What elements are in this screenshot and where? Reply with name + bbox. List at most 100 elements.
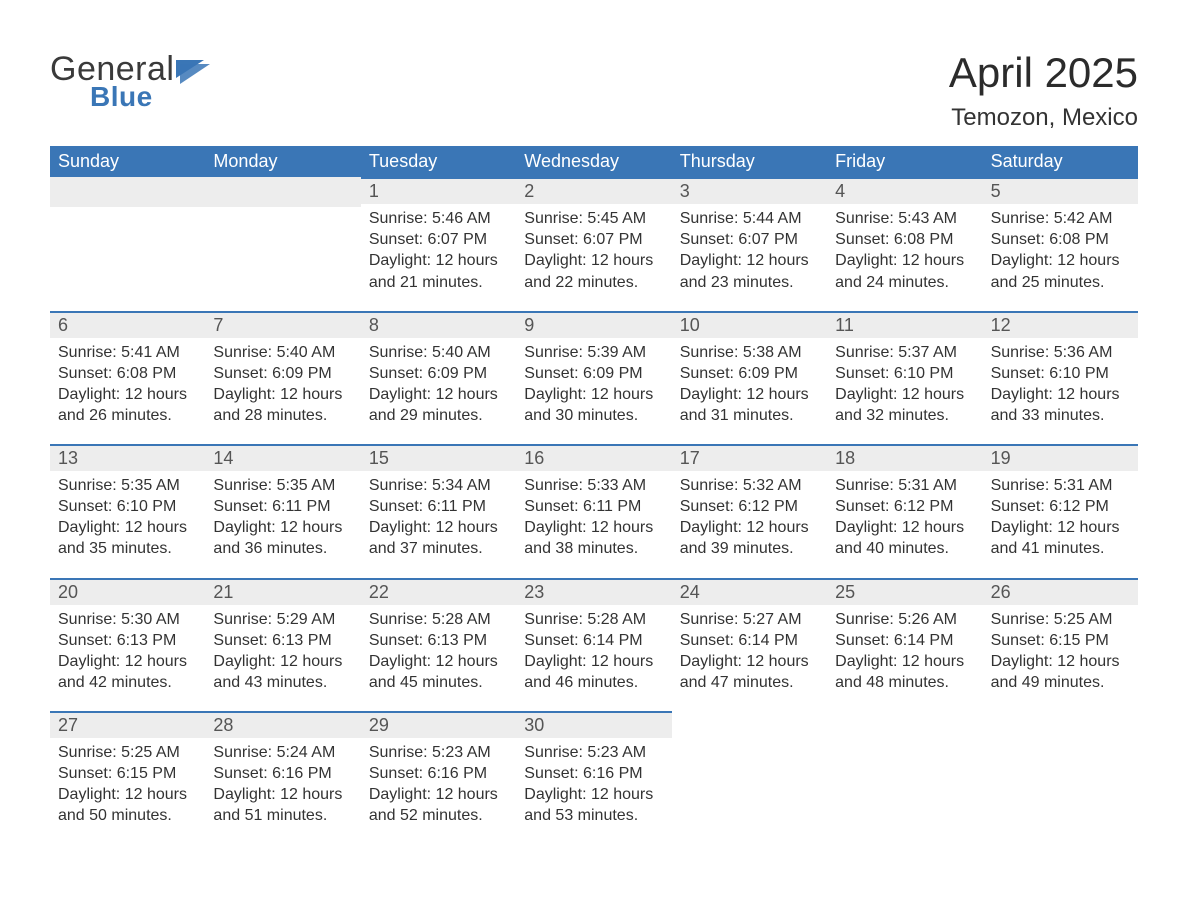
sunrise-text: Sunrise: 5:40 AM <box>213 342 352 363</box>
daylight-line1: Daylight: 12 hours <box>835 384 974 405</box>
day-number: 19 <box>983 444 1138 471</box>
sunrise-text: Sunrise: 5:28 AM <box>369 609 508 630</box>
sunrise-text: Sunrise: 5:37 AM <box>835 342 974 363</box>
day-number: 26 <box>983 578 1138 605</box>
sunrise-text: Sunrise: 5:25 AM <box>58 742 197 763</box>
day-header: Friday <box>827 146 982 177</box>
calendar-cell: 19Sunrise: 5:31 AMSunset: 6:12 PMDayligh… <box>983 444 1138 577</box>
day-details: Sunrise: 5:35 AMSunset: 6:11 PMDaylight:… <box>205 471 360 577</box>
day-number: 18 <box>827 444 982 471</box>
daylight-line2: and 42 minutes. <box>58 672 197 693</box>
day-header: Thursday <box>672 146 827 177</box>
day-details: Sunrise: 5:25 AMSunset: 6:15 PMDaylight:… <box>983 605 1138 711</box>
sunrise-text: Sunrise: 5:44 AM <box>680 208 819 229</box>
day-number: 29 <box>361 711 516 738</box>
sunrise-text: Sunrise: 5:28 AM <box>524 609 663 630</box>
sunrise-text: Sunrise: 5:38 AM <box>680 342 819 363</box>
calendar-cell: 20Sunrise: 5:30 AMSunset: 6:13 PMDayligh… <box>50 578 205 711</box>
sunrise-text: Sunrise: 5:41 AM <box>58 342 197 363</box>
sunset-text: Sunset: 6:11 PM <box>369 496 508 517</box>
calendar-cell: 11Sunrise: 5:37 AMSunset: 6:10 PMDayligh… <box>827 311 982 444</box>
daylight-line1: Daylight: 12 hours <box>524 250 663 271</box>
daylight-line2: and 30 minutes. <box>524 405 663 426</box>
sunset-text: Sunset: 6:13 PM <box>369 630 508 651</box>
sunrise-text: Sunrise: 5:40 AM <box>369 342 508 363</box>
calendar-page: General Blue April 2025 Temozon, Mexico … <box>0 0 1188 918</box>
daylight-line1: Daylight: 12 hours <box>58 517 197 538</box>
day-details: Sunrise: 5:37 AMSunset: 6:10 PMDaylight:… <box>827 338 982 444</box>
day-number: 25 <box>827 578 982 605</box>
daylight-line1: Daylight: 12 hours <box>991 384 1130 405</box>
daylight-line1: Daylight: 12 hours <box>58 651 197 672</box>
daylight-line1: Daylight: 12 hours <box>213 651 352 672</box>
day-number: 14 <box>205 444 360 471</box>
brand-text: General Blue <box>50 50 174 113</box>
calendar-cell: 10Sunrise: 5:38 AMSunset: 6:09 PMDayligh… <box>672 311 827 444</box>
daylight-line1: Daylight: 12 hours <box>369 517 508 538</box>
daylight-line2: and 53 minutes. <box>524 805 663 826</box>
day-number: 20 <box>50 578 205 605</box>
daylight-line2: and 46 minutes. <box>524 672 663 693</box>
calendar-cell: 21Sunrise: 5:29 AMSunset: 6:13 PMDayligh… <box>205 578 360 711</box>
calendar-cell: 25Sunrise: 5:26 AMSunset: 6:14 PMDayligh… <box>827 578 982 711</box>
day-header: Monday <box>205 146 360 177</box>
sunrise-text: Sunrise: 5:36 AM <box>991 342 1130 363</box>
day-details: Sunrise: 5:40 AMSunset: 6:09 PMDaylight:… <box>205 338 360 444</box>
day-number: 24 <box>672 578 827 605</box>
daylight-line2: and 43 minutes. <box>213 672 352 693</box>
calendar-cell <box>983 711 1138 844</box>
sunset-text: Sunset: 6:08 PM <box>835 229 974 250</box>
sunset-text: Sunset: 6:07 PM <box>680 229 819 250</box>
daylight-line1: Daylight: 12 hours <box>680 517 819 538</box>
daylight-line1: Daylight: 12 hours <box>524 517 663 538</box>
daylight-line2: and 49 minutes. <box>991 672 1130 693</box>
sunset-text: Sunset: 6:13 PM <box>213 630 352 651</box>
day-number: 28 <box>205 711 360 738</box>
day-details: Sunrise: 5:34 AMSunset: 6:11 PMDaylight:… <box>361 471 516 577</box>
daylight-line1: Daylight: 12 hours <box>369 250 508 271</box>
day-number: 23 <box>516 578 671 605</box>
day-details: Sunrise: 5:44 AMSunset: 6:07 PMDaylight:… <box>672 204 827 310</box>
daylight-line2: and 52 minutes. <box>369 805 508 826</box>
sunset-text: Sunset: 6:16 PM <box>213 763 352 784</box>
daylight-line1: Daylight: 12 hours <box>213 517 352 538</box>
daylight-line2: and 35 minutes. <box>58 538 197 559</box>
calendar-cell <box>672 711 827 844</box>
sunset-text: Sunset: 6:12 PM <box>680 496 819 517</box>
daylight-line2: and 22 minutes. <box>524 272 663 293</box>
day-details: Sunrise: 5:42 AMSunset: 6:08 PMDaylight:… <box>983 204 1138 310</box>
daylight-line1: Daylight: 12 hours <box>213 384 352 405</box>
day-details: Sunrise: 5:23 AMSunset: 6:16 PMDaylight:… <box>361 738 516 844</box>
calendar-cell: 14Sunrise: 5:35 AMSunset: 6:11 PMDayligh… <box>205 444 360 577</box>
calendar-cell: 2Sunrise: 5:45 AMSunset: 6:07 PMDaylight… <box>516 177 671 310</box>
calendar-cell: 15Sunrise: 5:34 AMSunset: 6:11 PMDayligh… <box>361 444 516 577</box>
day-details: Sunrise: 5:31 AMSunset: 6:12 PMDaylight:… <box>983 471 1138 577</box>
day-number: 1 <box>361 177 516 204</box>
day-number: 12 <box>983 311 1138 338</box>
calendar-cell: 13Sunrise: 5:35 AMSunset: 6:10 PMDayligh… <box>50 444 205 577</box>
daylight-line1: Daylight: 12 hours <box>524 651 663 672</box>
calendar-cell: 4Sunrise: 5:43 AMSunset: 6:08 PMDaylight… <box>827 177 982 310</box>
sunset-text: Sunset: 6:16 PM <box>369 763 508 784</box>
daylight-line1: Daylight: 12 hours <box>524 384 663 405</box>
day-details: Sunrise: 5:23 AMSunset: 6:16 PMDaylight:… <box>516 738 671 844</box>
sunset-text: Sunset: 6:11 PM <box>213 496 352 517</box>
sunset-text: Sunset: 6:09 PM <box>524 363 663 384</box>
daylight-line2: and 39 minutes. <box>680 538 819 559</box>
daylight-line2: and 32 minutes. <box>835 405 974 426</box>
sunrise-text: Sunrise: 5:30 AM <box>58 609 197 630</box>
sunrise-text: Sunrise: 5:23 AM <box>369 742 508 763</box>
calendar-cell <box>205 177 360 310</box>
daylight-line2: and 45 minutes. <box>369 672 508 693</box>
calendar-cell: 8Sunrise: 5:40 AMSunset: 6:09 PMDaylight… <box>361 311 516 444</box>
day-details: Sunrise: 5:29 AMSunset: 6:13 PMDaylight:… <box>205 605 360 711</box>
sunset-text: Sunset: 6:09 PM <box>680 363 819 384</box>
sunrise-text: Sunrise: 5:39 AM <box>524 342 663 363</box>
day-number: 2 <box>516 177 671 204</box>
daylight-line1: Daylight: 12 hours <box>680 651 819 672</box>
calendar-grid: SundayMondayTuesdayWednesdayThursdayFrid… <box>50 146 1138 844</box>
daylight-line1: Daylight: 12 hours <box>369 784 508 805</box>
sunrise-text: Sunrise: 5:34 AM <box>369 475 508 496</box>
daylight-line2: and 37 minutes. <box>369 538 508 559</box>
daylight-line1: Daylight: 12 hours <box>524 784 663 805</box>
